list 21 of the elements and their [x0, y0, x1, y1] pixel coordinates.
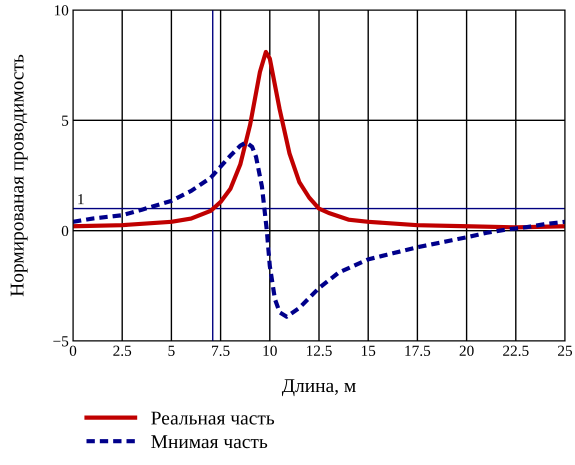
legend-label: Мнимая часть	[151, 435, 268, 448]
x-tick-label: 22.5	[503, 346, 529, 356]
y-tick-label: 10	[54, 5, 68, 16]
x-tick-label: 17.5	[405, 346, 430, 356]
x-tick-label: 25	[558, 346, 572, 356]
x-tick-label: 2.5	[113, 346, 132, 356]
x-tick-label: 10	[264, 346, 277, 356]
x-tick-label: 15	[362, 346, 376, 356]
ref-line-label: 1	[78, 194, 84, 204]
x-tick-label: 20	[460, 346, 474, 356]
y-axis-title: Нормированая проводимость	[10, 54, 28, 296]
line-series	[73, 50, 565, 230]
y-tick-label: 0	[62, 226, 68, 236]
x-tick-label: 5	[168, 346, 175, 356]
legend-label: Реальная часть	[151, 412, 274, 425]
x-tick-label: 12.5	[306, 346, 332, 356]
y-tick-label: −5	[53, 336, 68, 346]
y-tick-label: 5	[62, 116, 68, 126]
x-axis-title: Длина, м	[282, 379, 356, 396]
x-tick-label: 0	[70, 346, 76, 356]
x-tick-label: 7.5	[212, 346, 230, 356]
